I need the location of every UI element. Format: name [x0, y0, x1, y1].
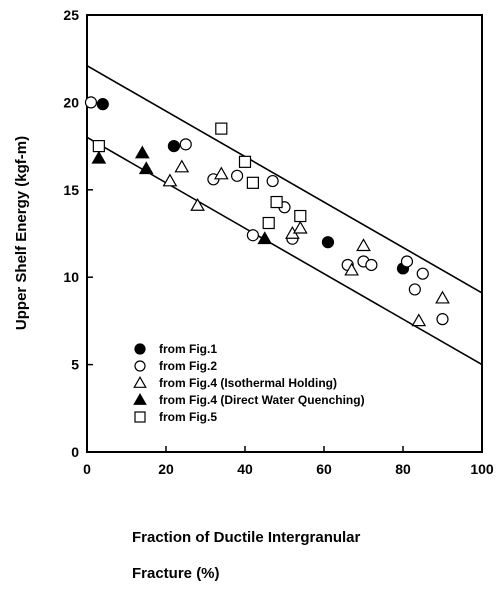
data-point-triangle-open [344, 262, 360, 276]
x-tick-label: 60 [316, 461, 332, 477]
data-point-circle-open [365, 258, 378, 272]
band-line-2 [86, 136, 483, 366]
plot-area-frame [86, 14, 483, 453]
y-tick-label: 25 [63, 7, 79, 23]
legend-marker-triangle-filled [133, 393, 147, 405]
data-point-square-open [294, 209, 307, 223]
data-point-square-open [246, 176, 259, 189]
x-axis-title-line-2: Fracture (%) [132, 565, 220, 582]
data-point-triangle-filled [257, 231, 273, 245]
data-point-circle-open [84, 96, 98, 109]
x-tick-label: 0 [83, 461, 91, 477]
y-tick-label: 0 [71, 444, 79, 460]
y-tick-label: 20 [63, 94, 79, 110]
data-point-circle-filled [321, 236, 335, 249]
band-line-1 [86, 64, 483, 294]
legend-marker-triangle-open [133, 376, 147, 388]
x-tick-label: 80 [395, 461, 411, 477]
data-point-triangle-open [435, 290, 450, 304]
data-point-circle-open [436, 313, 449, 326]
data-point-circle-open [179, 138, 192, 151]
x-tick-label: 100 [470, 461, 494, 477]
data-point-triangle-open [162, 173, 178, 187]
legend-label: from Fig.4 (Direct Water Quenching) [159, 393, 365, 407]
data-point-circle-filled [167, 140, 180, 153]
x-tick-label: 20 [158, 461, 174, 477]
data-point-square-open [270, 195, 283, 209]
data-point-circle-open [266, 174, 279, 188]
axis-ticks: 0 20 40 60 80 100 0 5 10 15 20 25 [63, 7, 493, 477]
legend-label: from Fig.1 [159, 342, 217, 356]
data-point-circle-open [416, 267, 429, 280]
data-point-circle-open [408, 283, 421, 296]
legend-label: from Fig.5 [159, 410, 217, 424]
x-axis-title-line-1: Fraction of Ductile Intergranular [132, 529, 361, 546]
x-tick-label: 40 [237, 461, 253, 477]
data-point-square-open [92, 140, 105, 153]
data-point-square-open [238, 155, 252, 168]
band-lines [86, 64, 483, 366]
data-point-triangle-open [213, 166, 229, 180]
data-point-circle-open [231, 169, 244, 182]
data-point-triangle-open [190, 197, 205, 211]
data-point-square-open [262, 216, 275, 230]
y-tick-label: 15 [63, 182, 79, 198]
legend: from Fig.1 from Fig.2 from Fig.4 (Isotherm… [133, 342, 365, 424]
data-point-circle-filled [96, 98, 109, 111]
data-point-triangle-open [174, 159, 190, 173]
y-tick-label: 5 [71, 357, 79, 373]
legend-label: from Fig.4 (Isothermal Holding) [159, 376, 337, 390]
data-point-triangle-filled [134, 145, 150, 159]
data-point-triangle-open [356, 238, 371, 252]
data-point-triangle-filled [91, 150, 107, 164]
data-point-triangle-filled [138, 161, 154, 175]
legend-marker-circle-filled [134, 343, 146, 355]
data-point-circle-open [246, 229, 259, 242]
legend-label: from Fig.2 [159, 359, 217, 373]
legend-marker-circle-open [134, 360, 146, 372]
data-point-square-open [215, 122, 228, 135]
legend-marker-square-open [134, 411, 146, 423]
data-point-triangle-open [411, 313, 427, 327]
data-point-triangle-open [292, 220, 308, 234]
y-axis-title: Upper Shelf Energy (kgf-m) [13, 136, 30, 330]
data-points [84, 96, 450, 327]
y-tick-label: 10 [63, 269, 79, 285]
data-point-circle-open [400, 255, 414, 268]
